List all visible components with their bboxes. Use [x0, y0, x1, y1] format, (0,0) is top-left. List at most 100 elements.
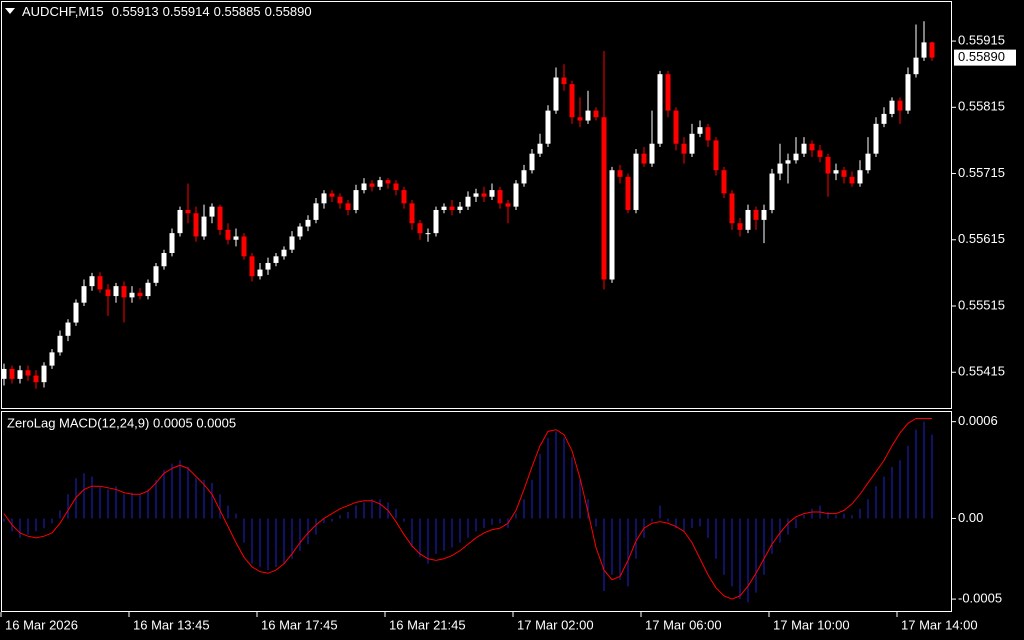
candle-body	[313, 203, 319, 220]
candle-body	[601, 117, 607, 280]
y-tick-label: 0.55815	[958, 99, 1005, 114]
candle-body	[73, 302, 79, 323]
candle-body	[129, 292, 135, 298]
candle-body	[873, 123, 879, 154]
candle-body	[721, 170, 727, 194]
header-low: 0.55885	[214, 4, 261, 19]
candle-body	[145, 282, 151, 297]
candle-body	[665, 74, 671, 111]
candle-body	[345, 203, 351, 210]
candle-body	[289, 236, 295, 250]
candle-body	[241, 236, 247, 257]
candle-body	[233, 236, 239, 240]
candle-body	[217, 206, 223, 230]
symbol-menu-arrow[interactable]	[5, 8, 15, 14]
candle-body	[193, 213, 199, 237]
candle-body	[689, 133, 695, 154]
candle-body	[913, 57, 919, 75]
candle-body	[817, 150, 823, 157]
candle-body	[929, 42, 935, 58]
candle-body	[889, 100, 895, 114]
y-tick-label: 0.55515	[958, 297, 1005, 312]
candle-body	[385, 180, 391, 184]
candle-body	[593, 110, 599, 118]
candle-body	[265, 262, 271, 270]
candle-body	[649, 143, 655, 164]
candle-body	[1, 368, 7, 379]
candle-body	[737, 223, 743, 230]
candle-body	[153, 266, 159, 283]
candle-body	[321, 193, 327, 204]
candle-body	[393, 183, 399, 191]
candle-body	[521, 170, 527, 184]
candle-body	[409, 203, 415, 224]
candle-body	[705, 127, 711, 141]
y-tick-label: 0.55415	[958, 364, 1005, 379]
candle-body	[809, 143, 815, 151]
candle-body	[625, 176, 631, 210]
header-open: 0.55913	[112, 4, 159, 19]
candle-body	[337, 196, 343, 204]
x-tick-label: 16 Mar 17:45	[261, 617, 338, 632]
candle-body	[369, 183, 375, 187]
candle-body	[353, 190, 359, 210]
candle-body	[329, 193, 335, 197]
candle-body	[89, 276, 95, 287]
candle-body	[777, 163, 783, 174]
candle-body	[185, 209, 191, 214]
x-tick-label: 17 Mar 02:00	[517, 617, 594, 632]
candle-body	[209, 206, 215, 217]
candle-body	[745, 209, 751, 230]
candle-body	[137, 292, 143, 297]
candle-body	[113, 286, 119, 297]
candle-body	[681, 143, 687, 154]
candle-body	[249, 256, 255, 277]
candle-body	[457, 206, 463, 210]
y-tick-label: 0.00	[958, 510, 983, 525]
candle-body	[801, 143, 807, 154]
candle-body	[121, 286, 127, 298]
candle-body	[849, 176, 855, 184]
header-high: 0.55914	[163, 4, 210, 19]
candle-body	[673, 110, 679, 144]
y-tick-label: 0.55715	[958, 165, 1005, 180]
candle-body	[105, 289, 111, 297]
y-tick-label: -0.0005	[958, 591, 1002, 606]
last-price-box	[954, 49, 1016, 66]
candle-body	[361, 183, 367, 191]
candle-body	[65, 322, 71, 336]
candle-body	[57, 335, 63, 353]
candle-body	[753, 209, 759, 220]
candle-body	[865, 153, 871, 171]
x-tick-label: 16 Mar 13:45	[133, 617, 210, 632]
candle-body	[833, 170, 839, 174]
candle-body	[769, 173, 775, 210]
candle-body	[25, 370, 31, 376]
x-tick-label: 16 Mar 21:45	[389, 617, 466, 632]
candle-body	[97, 276, 103, 290]
candle-body	[49, 352, 55, 366]
candle-body	[561, 77, 567, 85]
candle-body	[641, 153, 647, 164]
signal-line	[3, 417, 932, 600]
candle-body	[881, 113, 887, 124]
candle-body	[441, 206, 447, 210]
candle-body	[297, 226, 303, 237]
header-close: 0.55890	[265, 4, 312, 19]
candle-body	[401, 190, 407, 204]
x-tick-label: 17 Mar 14:00	[901, 617, 978, 632]
candle-body	[257, 269, 263, 277]
candle-body	[417, 223, 423, 234]
candle-body	[425, 233, 431, 235]
candle-body	[169, 233, 175, 254]
candle-body	[577, 117, 583, 121]
candle-body	[657, 74, 663, 144]
candle-body	[33, 375, 39, 383]
indicator-title: ZeroLag MACD(12,24,9) 0.0005 0.0005	[7, 415, 236, 430]
x-tick-label: 17 Mar 10:00	[773, 617, 850, 632]
y-tick-label: 0.55915	[958, 33, 1005, 48]
candle-body	[201, 216, 207, 237]
candle-body	[553, 77, 559, 111]
